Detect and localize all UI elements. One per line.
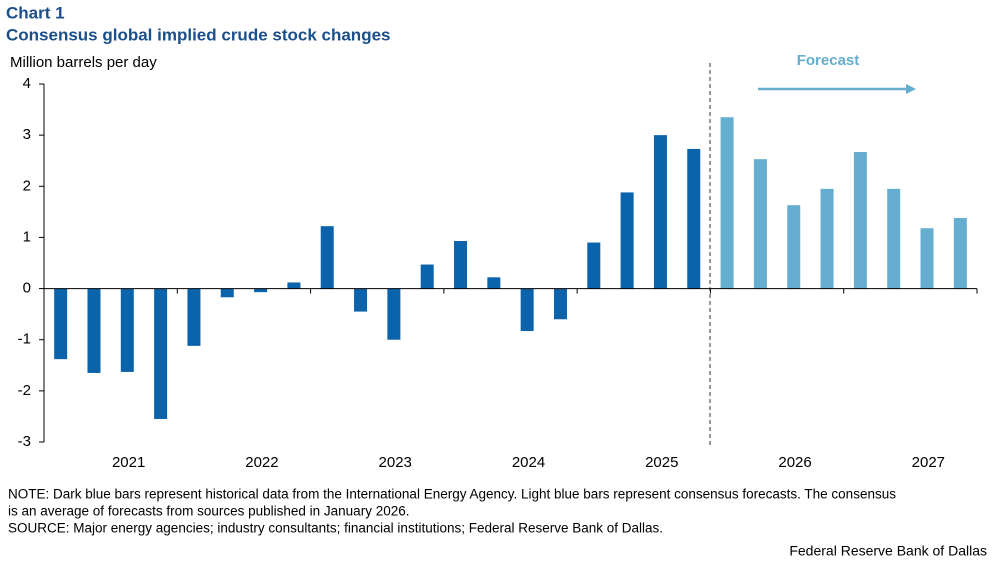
y-tick-label: -1: [18, 331, 31, 348]
y-tick-label: 0: [23, 280, 31, 297]
bar: [787, 205, 801, 289]
bar: [920, 228, 934, 289]
y-tick-label: 4: [23, 75, 31, 92]
bar: [887, 188, 901, 289]
x-tick-label: 2024: [512, 454, 545, 471]
bar: [420, 264, 434, 289]
forecast-arrowhead: [906, 84, 916, 94]
bar: [87, 288, 101, 373]
bar: [454, 241, 468, 289]
bar: [653, 135, 667, 289]
x-tick-label: 2023: [379, 454, 412, 471]
bar: [387, 288, 401, 340]
x-tick-label: 2021: [112, 454, 145, 471]
bar: [953, 217, 967, 289]
bar: [287, 282, 301, 289]
bar: [720, 117, 734, 289]
y-tick-label: 1: [23, 228, 31, 245]
note-line: NOTE: Dark blue bars represent historica…: [8, 487, 896, 502]
y-tick-label: 2: [23, 177, 31, 194]
bar: [853, 152, 867, 289]
bar: [620, 192, 634, 289]
chart-title: Consensus global implied crude stock cha…: [6, 25, 390, 44]
bar: [154, 288, 168, 419]
bar: [553, 288, 567, 320]
bar: [587, 242, 601, 289]
bar: [487, 277, 501, 289]
y-tick-label: 3: [23, 126, 31, 143]
x-tick-label: 2027: [912, 454, 945, 471]
x-tick-label: 2025: [645, 454, 678, 471]
chart-label: Chart 1: [6, 3, 65, 22]
y-axis-label: Million barrels per day: [10, 54, 157, 71]
bar: [220, 288, 234, 298]
credit: Federal Reserve Bank of Dallas: [789, 543, 987, 559]
bar: [520, 288, 534, 332]
bar: [820, 188, 834, 289]
bar: [320, 226, 334, 289]
bar: [687, 148, 701, 289]
bar: [354, 288, 368, 312]
bar: [254, 288, 268, 293]
bar: [187, 288, 201, 346]
note-line: is an average of forecasts from sources …: [8, 504, 409, 519]
y-tick-label: -3: [18, 433, 31, 450]
x-tick-label: 2022: [245, 454, 278, 471]
note-line: SOURCE: Major energy agencies; industry …: [8, 521, 663, 536]
bar: [54, 288, 68, 360]
bar: [120, 288, 134, 372]
forecast-annotation: Forecast: [797, 52, 860, 69]
y-tick-label: -2: [18, 382, 31, 399]
x-tick-label: 2026: [778, 454, 811, 471]
bar: [753, 159, 767, 289]
